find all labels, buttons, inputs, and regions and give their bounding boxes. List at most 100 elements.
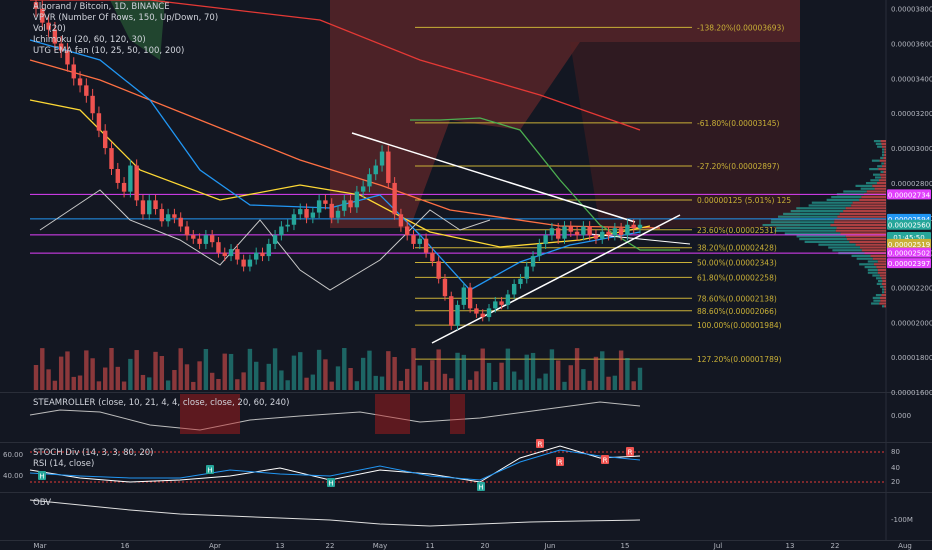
pane-bg-3 — [0, 493, 932, 540]
indicator-vpvr[interactable]: VPVR (Number Of Rows, 150, Up/Down, 70) — [33, 13, 218, 24]
volume-bar — [606, 377, 610, 390]
vpvr-bar-up — [799, 238, 847, 240]
volume-bar — [65, 351, 69, 390]
vpvr-bar-up — [774, 230, 835, 232]
candle-body — [72, 64, 76, 78]
volume-bar — [512, 372, 516, 390]
chart-canvas[interactable]: -138.20%(0.00003693)-61.80%(0.00003145)-… — [0, 0, 932, 550]
volume-bar — [311, 375, 315, 390]
vpvr-bar-up — [882, 288, 884, 290]
volume-bar — [348, 368, 352, 390]
candle-body — [430, 253, 434, 262]
vpvr-bar-up — [875, 176, 881, 178]
candle-body — [361, 186, 365, 191]
volume-bar — [594, 357, 598, 390]
indicator-ema-fan[interactable]: UTG EMA fan (10, 25, 50, 100, 200) — [33, 46, 218, 57]
divergence-marker: H — [39, 473, 44, 481]
volume-bar — [638, 368, 642, 390]
volume-bar — [361, 358, 365, 390]
indicator-vol[interactable]: Vol (20) — [33, 24, 218, 35]
vpvr-bar-up — [868, 272, 878, 274]
volume-bar — [411, 348, 415, 390]
volume-bar — [298, 352, 302, 390]
vpvr-bar-down — [870, 255, 886, 257]
divergence-marker: H — [207, 467, 212, 475]
volume-bar — [392, 357, 396, 390]
price-tick-label: 0.00003200 — [891, 110, 932, 118]
vpvr-bar-down — [846, 207, 886, 209]
vpvr-bar-up — [870, 179, 879, 181]
candle-body — [311, 213, 315, 218]
candle-body — [248, 260, 252, 267]
vpvr-bar-up — [818, 244, 855, 246]
vpvr-bar-up — [874, 140, 881, 142]
volume-bar — [172, 370, 176, 390]
price-tag: 0.00002560 — [888, 222, 930, 230]
price-tag: 0.00002397 — [888, 260, 930, 268]
vpvr-bar-down — [875, 188, 886, 190]
time-tick-label: 11 — [426, 542, 435, 550]
volume-bar — [468, 380, 472, 390]
vpvr-bar-up — [872, 160, 880, 162]
candle-body — [172, 214, 176, 217]
volume-bar — [160, 356, 164, 390]
volume-bar — [84, 350, 88, 390]
volume-bar — [424, 382, 428, 390]
candle-body — [638, 225, 642, 228]
volume-bar — [430, 360, 434, 390]
vpvr-bar-up — [877, 165, 882, 167]
time-tick-label: 13 — [276, 542, 285, 550]
fib-label: -61.80%(0.00003145) — [697, 119, 780, 128]
candle-body — [317, 200, 321, 212]
vpvr-bar-up — [878, 280, 882, 282]
volume-bar — [141, 375, 145, 390]
vpvr-bar-down — [884, 288, 886, 290]
vpvr-bar-down — [882, 165, 886, 167]
price-tick-label: 0.00001800 — [891, 354, 932, 362]
vpvr-bar-up — [797, 235, 846, 237]
volume-bar — [518, 380, 522, 390]
candle-body — [166, 214, 170, 221]
indicator-ichimoku[interactable]: Ichimoku (20, 60, 120, 30) — [33, 35, 218, 46]
vpvr-bar-down — [847, 238, 886, 240]
candle-body — [606, 232, 610, 235]
volume-bar — [185, 364, 189, 390]
candle-body — [411, 235, 415, 244]
candle-body — [78, 78, 82, 85]
candle-body — [600, 232, 604, 239]
vpvr-bar-down — [851, 204, 886, 206]
divergence-marker: R — [558, 459, 563, 467]
fib-label: 38.20%(0.00002428) — [697, 244, 777, 253]
fib-label: 61.80%(0.00002258) — [697, 273, 777, 282]
candle-body — [619, 228, 623, 235]
volume-bar — [304, 378, 308, 390]
vpvr-bar-up — [857, 258, 873, 260]
rsi-label[interactable]: RSI (14, close) — [33, 459, 94, 469]
volume-bar — [223, 354, 227, 390]
volume-bar — [59, 357, 63, 390]
vpvr-bar-up — [778, 216, 837, 218]
vpvr-bar-down — [878, 272, 886, 274]
volume-bar — [153, 352, 157, 390]
volume-bar — [330, 382, 334, 390]
time-tick-label: 13 — [786, 542, 795, 550]
candle-body — [392, 183, 396, 214]
candle-body — [128, 166, 132, 192]
candle-body — [487, 308, 491, 317]
obv-label[interactable]: OBV — [33, 498, 51, 508]
stoch-label[interactable]: STOCH Div (14, 3, 3, 80, 20) — [33, 448, 153, 458]
symbol-title[interactable]: Algorand / Bitcoin, 1D, BINANCE — [33, 2, 218, 13]
candle-body — [90, 96, 94, 113]
candle-body — [632, 225, 636, 228]
candle-body — [279, 226, 283, 235]
time-tick-label: May — [373, 542, 387, 550]
vpvr-bar-down — [884, 148, 886, 150]
candle-body — [543, 235, 547, 244]
volume-bar — [531, 353, 535, 390]
candle-body — [374, 166, 378, 175]
price-tag: 0.00002502 — [888, 250, 930, 258]
candle-body — [556, 228, 560, 238]
steamroller-label[interactable]: STEAMROLLER (close, 10, 21, 4, 4, close,… — [33, 398, 289, 408]
candle-body — [185, 226, 189, 235]
vpvr-bar-down — [884, 154, 886, 156]
